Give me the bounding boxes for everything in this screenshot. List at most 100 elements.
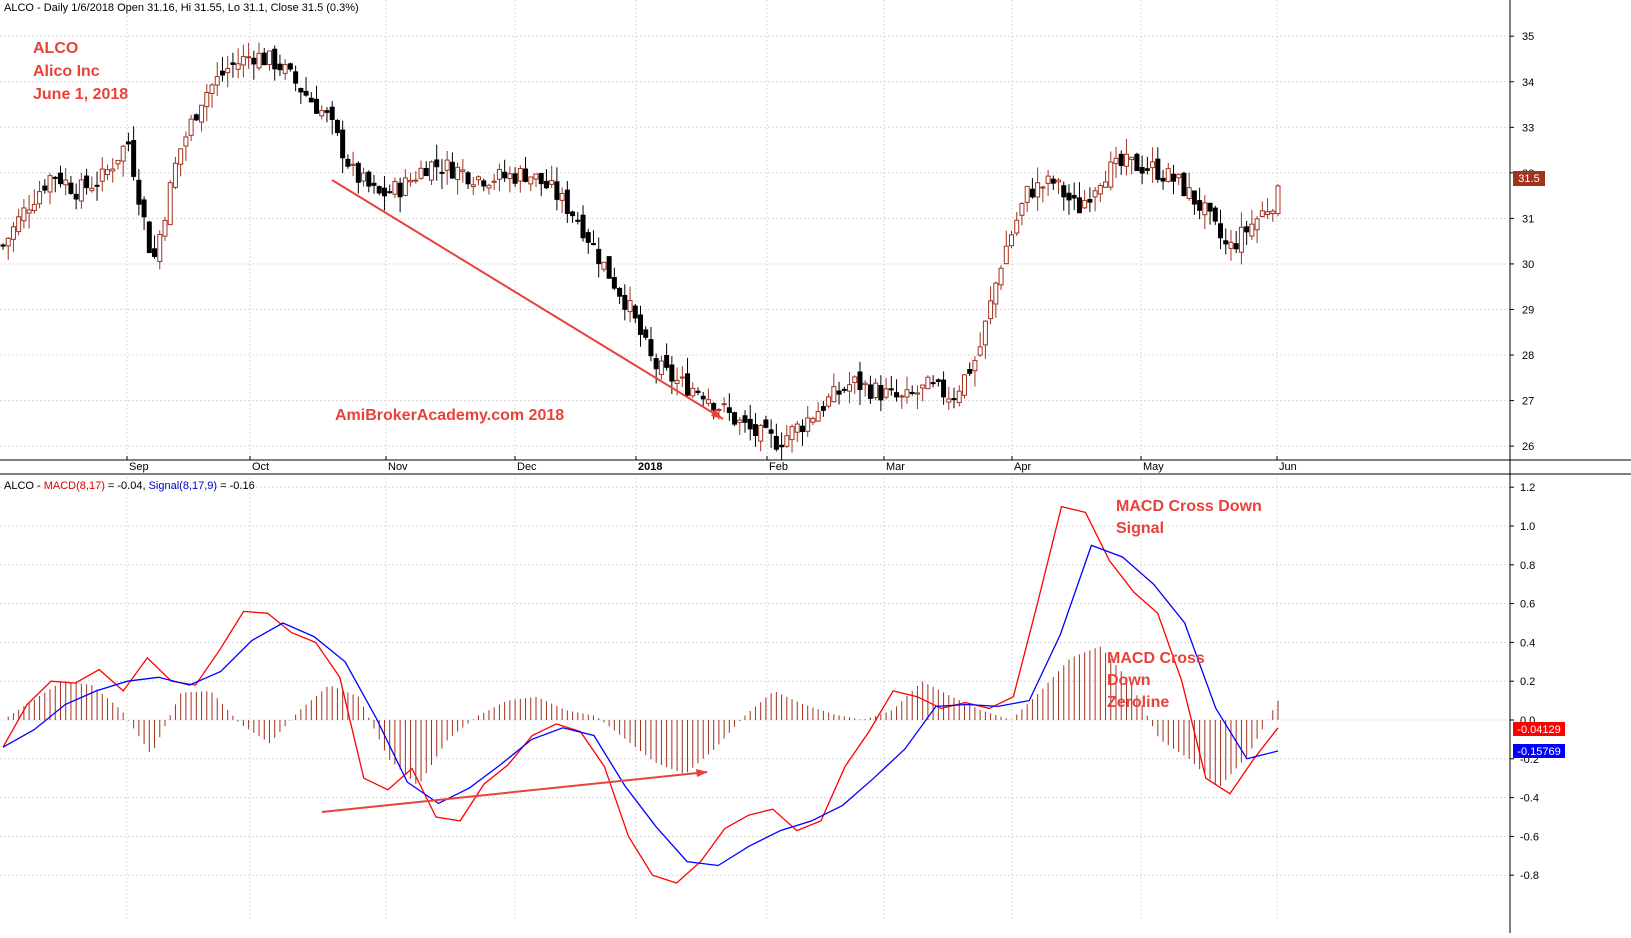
candle-body bbox=[465, 172, 471, 185]
y-tick-label-macd: 1.2 bbox=[1520, 482, 1535, 494]
candle-body bbox=[1202, 202, 1208, 216]
candle-body bbox=[110, 168, 116, 172]
candle-body bbox=[810, 418, 816, 423]
candle-body bbox=[1129, 156, 1135, 161]
y-tick-label-macd: -0.8 bbox=[1520, 870, 1539, 882]
candle-body bbox=[1244, 226, 1250, 233]
candle-body bbox=[873, 382, 879, 399]
candle-body bbox=[648, 339, 654, 357]
candle-body bbox=[1191, 190, 1197, 205]
candle-body bbox=[204, 92, 210, 108]
candle-body bbox=[1113, 157, 1119, 165]
y-tick-label-macd: 0.4 bbox=[1520, 637, 1535, 649]
candle-body bbox=[815, 411, 821, 422]
candle-body bbox=[115, 159, 121, 165]
candle-body bbox=[10, 226, 16, 240]
candle-body bbox=[1186, 187, 1192, 199]
candle-body bbox=[1087, 199, 1093, 203]
candle-body bbox=[334, 119, 340, 134]
candle-body bbox=[617, 287, 623, 297]
candle-body bbox=[1165, 168, 1171, 182]
candle-body bbox=[266, 50, 272, 66]
candle-body bbox=[214, 76, 220, 86]
candle-body bbox=[1050, 178, 1056, 184]
candle-body bbox=[690, 387, 696, 397]
candle-body bbox=[538, 173, 544, 185]
candle-body bbox=[836, 390, 842, 395]
candle-body bbox=[925, 376, 931, 390]
candle-body bbox=[209, 84, 215, 94]
candle-body bbox=[0, 244, 6, 247]
candle-body bbox=[622, 294, 628, 310]
candle-body bbox=[894, 392, 900, 398]
candle-body bbox=[47, 175, 53, 193]
macd-line bbox=[2, 505, 1279, 884]
candle-body bbox=[946, 398, 952, 403]
candle-body bbox=[794, 423, 800, 433]
candle-body bbox=[1097, 185, 1103, 195]
annotation-cross-signal-line2: Signal bbox=[1116, 520, 1164, 537]
candle-body bbox=[1254, 218, 1260, 231]
candle-body bbox=[449, 161, 455, 179]
candle-body bbox=[282, 64, 288, 74]
candle-body bbox=[695, 390, 701, 393]
x-tick-label: Nov bbox=[388, 461, 408, 473]
candle-body bbox=[52, 176, 58, 179]
x-tick-label: Oct bbox=[252, 461, 269, 473]
candle-body bbox=[136, 179, 142, 205]
candle-body bbox=[935, 379, 941, 382]
y-tick-label-price: 26 bbox=[1522, 441, 1534, 453]
candle-body bbox=[1071, 194, 1077, 199]
x-tick-label: Sep bbox=[129, 461, 149, 473]
annotation-cross-zero-line3: Zeroline bbox=[1107, 694, 1169, 711]
candle-body bbox=[841, 388, 847, 391]
annotation-cross-zero-line2: Down bbox=[1107, 672, 1151, 689]
candle-body bbox=[523, 168, 529, 182]
candle-body bbox=[183, 136, 189, 147]
candle-body bbox=[1045, 175, 1051, 184]
candle-body bbox=[314, 98, 320, 114]
candle-body bbox=[455, 166, 461, 181]
candle-body bbox=[225, 67, 231, 74]
candle-body bbox=[820, 406, 826, 411]
candle-body bbox=[972, 360, 978, 372]
candle-body bbox=[705, 399, 711, 404]
candle-body bbox=[883, 388, 889, 398]
candle-body bbox=[277, 63, 283, 71]
candle-body bbox=[1223, 240, 1229, 245]
candle-body bbox=[361, 172, 367, 182]
macd-histogram bbox=[7, 646, 1279, 786]
candle-body bbox=[496, 168, 502, 180]
candle-body bbox=[512, 173, 518, 184]
candle-body bbox=[355, 162, 361, 183]
candle-body bbox=[26, 209, 32, 214]
candle-body bbox=[68, 182, 74, 194]
candle-body bbox=[528, 176, 534, 185]
candle-body bbox=[763, 419, 769, 428]
candle-body bbox=[340, 129, 346, 159]
candle-body bbox=[998, 267, 1004, 286]
candle-body bbox=[428, 161, 434, 181]
candle-body bbox=[711, 403, 717, 411]
candle-body bbox=[1144, 168, 1150, 171]
candle-body bbox=[162, 219, 168, 237]
candle-body bbox=[601, 261, 607, 270]
x-tick-label: Mar bbox=[886, 461, 905, 473]
candle-body bbox=[700, 395, 706, 400]
candle-body bbox=[37, 191, 43, 205]
x-tick-label: 2018 bbox=[638, 461, 662, 473]
candle-body bbox=[982, 320, 988, 346]
candle-body bbox=[178, 148, 184, 165]
candle-body bbox=[157, 233, 163, 263]
candle-body bbox=[847, 384, 853, 392]
candle-body bbox=[685, 373, 691, 396]
candle-body bbox=[141, 199, 147, 218]
x-tick-label: Dec bbox=[517, 461, 537, 473]
candle-body bbox=[1056, 179, 1062, 183]
candle-body bbox=[784, 435, 790, 447]
candle-body bbox=[491, 180, 497, 183]
candle-body bbox=[246, 56, 252, 59]
candle-body bbox=[664, 355, 670, 368]
annotation-ticker: ALCO bbox=[33, 40, 78, 57]
